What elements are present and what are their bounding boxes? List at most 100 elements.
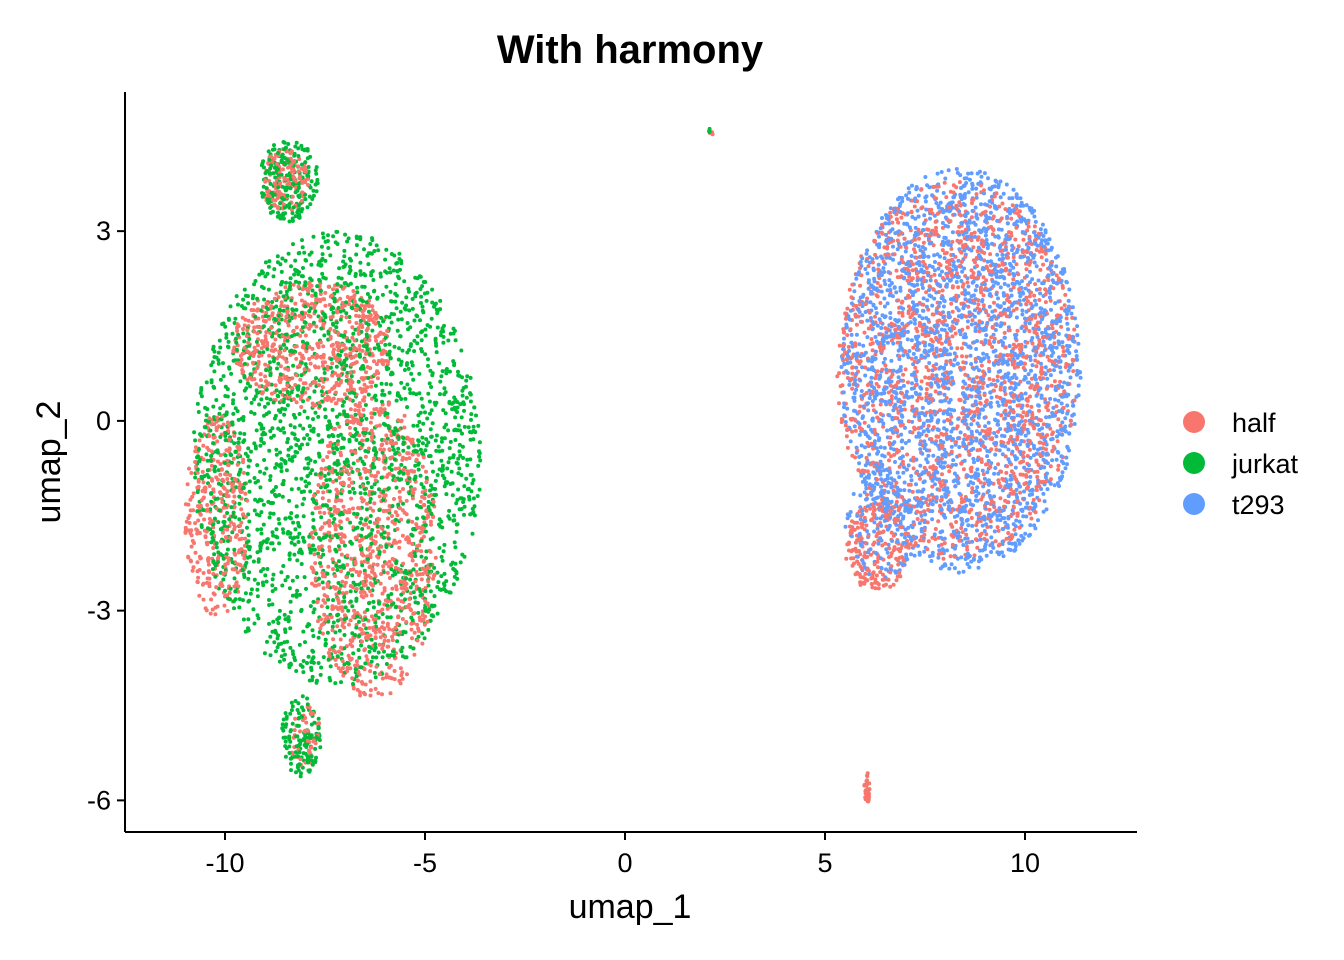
point-jurkat [225,511,230,515]
point-t293 [999,227,1004,232]
point-half [390,514,394,518]
point-jurkat [268,474,273,479]
point-jurkat [209,491,214,496]
point-t293 [1010,449,1015,454]
point-jurkat [384,270,389,275]
point-jurkat [470,531,475,536]
point-t293 [973,328,978,333]
point-jurkat [228,597,232,602]
point-t293 [1007,344,1012,348]
point-jurkat [247,479,252,484]
point-jurkat [322,371,327,375]
point-t293 [884,330,889,335]
point-t293 [1064,280,1069,285]
point-jurkat [428,411,432,416]
point-half [307,322,312,327]
point-jurkat [237,501,242,506]
point-jurkat [446,460,451,465]
point-t293 [889,499,894,504]
point-jurkat [310,678,315,683]
point-half [415,622,420,627]
point-jurkat [354,303,359,308]
point-jurkat [368,295,372,300]
point-jurkat [406,519,411,524]
point-half [896,220,901,225]
point-t293 [994,434,999,439]
point-half [328,538,333,543]
point-half [835,374,840,379]
point-half [1016,343,1021,347]
point-jurkat [334,364,339,369]
point-t293 [1046,326,1051,331]
point-jurkat [330,407,335,412]
point-half [201,597,206,602]
point-jurkat [469,472,474,477]
point-jurkat [300,339,305,344]
point-half [1034,248,1039,252]
point-t293 [864,486,869,491]
point-t293 [951,381,956,386]
point-half [1039,255,1044,260]
point-half [232,494,237,499]
point-half [1025,340,1030,345]
point-t293 [905,337,910,342]
point-jurkat [315,284,320,289]
point-half [952,554,957,559]
point-half [898,574,903,579]
point-jurkat [397,346,401,351]
point-t293 [970,523,975,528]
point-t293 [1064,455,1069,460]
point-jurkat [270,300,275,304]
point-half [347,319,352,324]
point-jurkat [383,257,388,262]
point-t293 [895,369,899,374]
point-half [864,455,869,460]
point-half [1047,358,1052,363]
point-t293 [1074,357,1079,362]
point-half [412,630,417,635]
point-t293 [922,549,927,554]
point-half [298,292,303,297]
point-jurkat [372,346,377,351]
point-jurkat [233,449,238,454]
point-t293 [985,449,990,453]
point-jurkat [270,426,275,431]
point-half [237,529,242,534]
point-jurkat [429,434,434,439]
point-jurkat [277,493,282,497]
point-t293 [974,186,979,191]
point-half [209,477,214,482]
point-jurkat [316,414,321,419]
point-half [301,315,306,320]
point-jurkat [394,559,399,564]
point-jurkat [368,520,373,524]
point-jurkat [418,287,423,291]
point-half [883,252,888,257]
point-jurkat [223,438,228,443]
point-jurkat [284,468,289,473]
point-half [1020,415,1025,419]
point-jurkat [471,496,476,501]
point-t293 [890,442,895,446]
point-half [883,363,888,368]
point-jurkat [384,247,389,252]
point-t293 [886,561,891,566]
point-t293 [839,365,844,369]
point-half [866,534,871,539]
point-t293 [900,321,905,326]
point-jurkat [427,381,432,386]
point-jurkat [283,407,288,412]
point-half [326,564,331,569]
point-t293 [1027,463,1031,468]
point-t293 [998,513,1002,518]
point-t293 [888,481,893,486]
point-jurkat [363,403,368,407]
point-jurkat [280,280,284,285]
point-half [1006,531,1011,535]
point-jurkat [296,540,301,544]
point-t293 [1032,523,1037,528]
point-t293 [1075,324,1080,329]
point-jurkat [285,403,290,408]
point-jurkat [288,645,293,650]
point-jurkat [389,252,394,256]
